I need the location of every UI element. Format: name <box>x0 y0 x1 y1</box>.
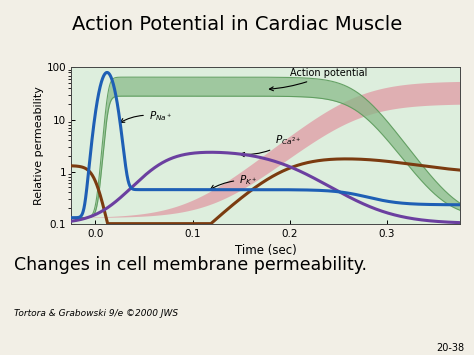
Text: $P_{K^+}$: $P_{K^+}$ <box>210 173 257 189</box>
Text: Changes in cell membrane permeability.: Changes in cell membrane permeability. <box>14 256 367 274</box>
Text: $P_{Na^+}$: $P_{Na^+}$ <box>120 109 172 123</box>
Text: Action potential: Action potential <box>269 68 367 91</box>
Text: Action Potential in Cardiac Muscle: Action Potential in Cardiac Muscle <box>72 15 402 34</box>
Text: $P_{Ca^{2+}}$: $P_{Ca^{2+}}$ <box>240 133 301 157</box>
Text: 20-38: 20-38 <box>436 343 464 353</box>
Y-axis label: Relative permeability: Relative permeability <box>34 86 44 205</box>
Text: Tortora & Grabowski 9/e ©2000 JWS: Tortora & Grabowski 9/e ©2000 JWS <box>14 309 178 318</box>
X-axis label: Time (sec): Time (sec) <box>235 244 296 257</box>
